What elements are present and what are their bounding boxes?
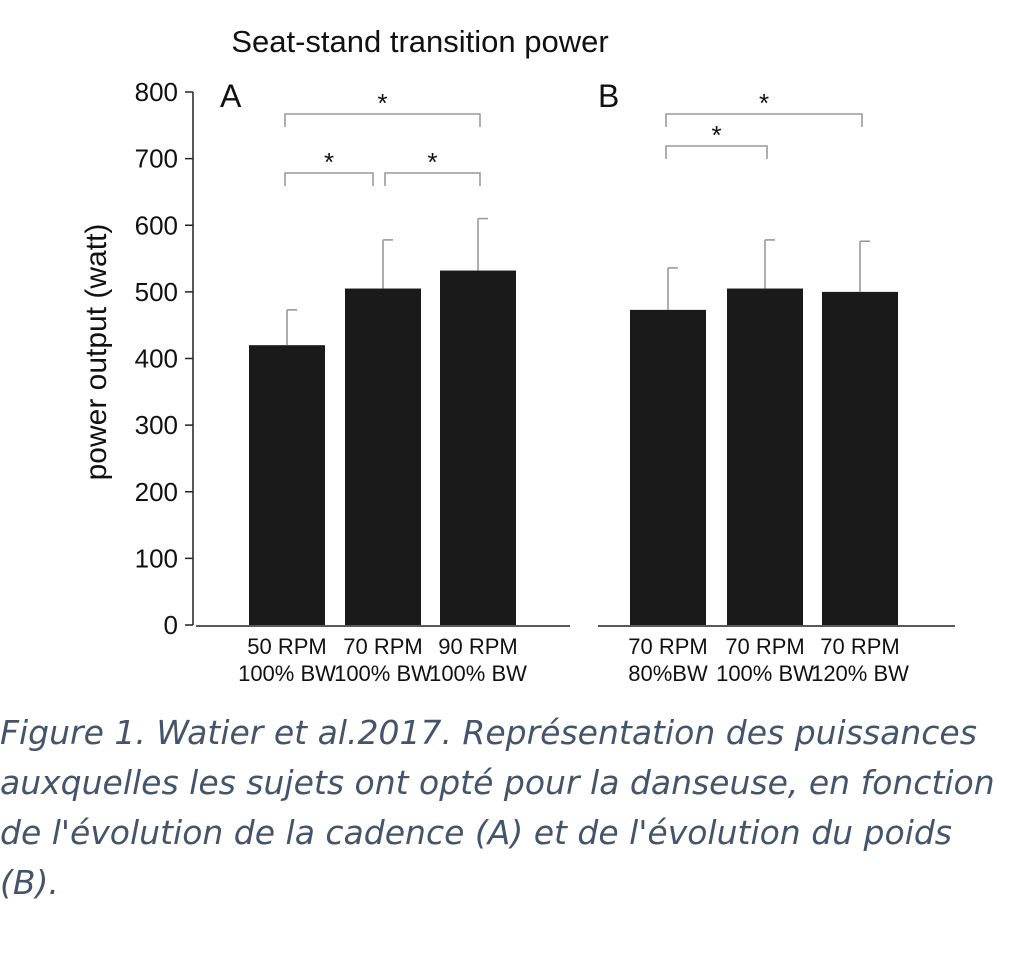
x-tick-label-B-2-1: 120% BW xyxy=(811,661,909,686)
y-tick-label-0: 0 xyxy=(164,610,178,640)
panel-label-B: B xyxy=(598,78,619,114)
significance-bracket-B-0 xyxy=(665,145,768,159)
significance-bracket-A-0 xyxy=(284,172,374,186)
x-tick-label-A-2-1: 100% BW xyxy=(429,661,527,686)
y-tick-label-2: 200 xyxy=(135,477,178,507)
significance-bracket-A-2 xyxy=(284,113,481,127)
figure-caption: Figure 1. Watier et al.2017. Représentat… xyxy=(0,713,995,902)
bar-B-1 xyxy=(727,288,803,625)
x-tick-label-B-1-1: 100% BW xyxy=(716,661,814,686)
significance-star-A-2: * xyxy=(377,88,387,118)
x-tick-label-B-0-0: 70 RPM xyxy=(628,634,707,659)
significance-star-A-0: * xyxy=(324,147,334,177)
y-tick-label-3: 300 xyxy=(135,410,178,440)
bar-B-0 xyxy=(630,309,706,625)
significance-star-A-1: * xyxy=(427,147,437,177)
significance-bracket-A-1 xyxy=(384,172,481,186)
x-tick-label-A-1-1: 100% BW xyxy=(334,661,432,686)
significance-bracket-B-1 xyxy=(665,113,863,127)
significance-star-B-1: * xyxy=(759,88,769,118)
bar-chart: Seat-stand transition power power output… xyxy=(80,24,955,686)
x-tick-label-A-0-1: 100% BW xyxy=(238,661,336,686)
x-tick-label-B-2-0: 70 RPM xyxy=(820,634,899,659)
y-tick-label-8: 800 xyxy=(135,77,178,107)
panel-label-A: A xyxy=(220,78,242,114)
x-tick-label-A-0-0: 50 RPM xyxy=(247,634,326,659)
y-tick-label-1: 100 xyxy=(135,543,178,573)
y-tick-label-7: 700 xyxy=(135,144,178,174)
y-tick-label-6: 600 xyxy=(135,210,178,240)
significance-star-B-0: * xyxy=(711,120,721,150)
y-tick-label-4: 400 xyxy=(135,344,178,374)
y-axis-label: power output (watt) xyxy=(80,224,113,481)
bar-A-2 xyxy=(440,270,516,625)
bar-B-2 xyxy=(822,291,898,625)
x-tick-label-A-1-0: 70 RPM xyxy=(343,634,422,659)
x-tick-label-B-1-0: 70 RPM xyxy=(725,634,804,659)
y-tick-label-5: 500 xyxy=(135,277,178,307)
bar-A-0 xyxy=(249,345,325,625)
chart-title: Seat-stand transition power xyxy=(231,24,608,59)
x-tick-label-B-0-1: 80%BW xyxy=(628,661,708,686)
x-tick-label-A-2-0: 90 RPM xyxy=(438,634,517,659)
bar-A-1 xyxy=(345,288,421,625)
